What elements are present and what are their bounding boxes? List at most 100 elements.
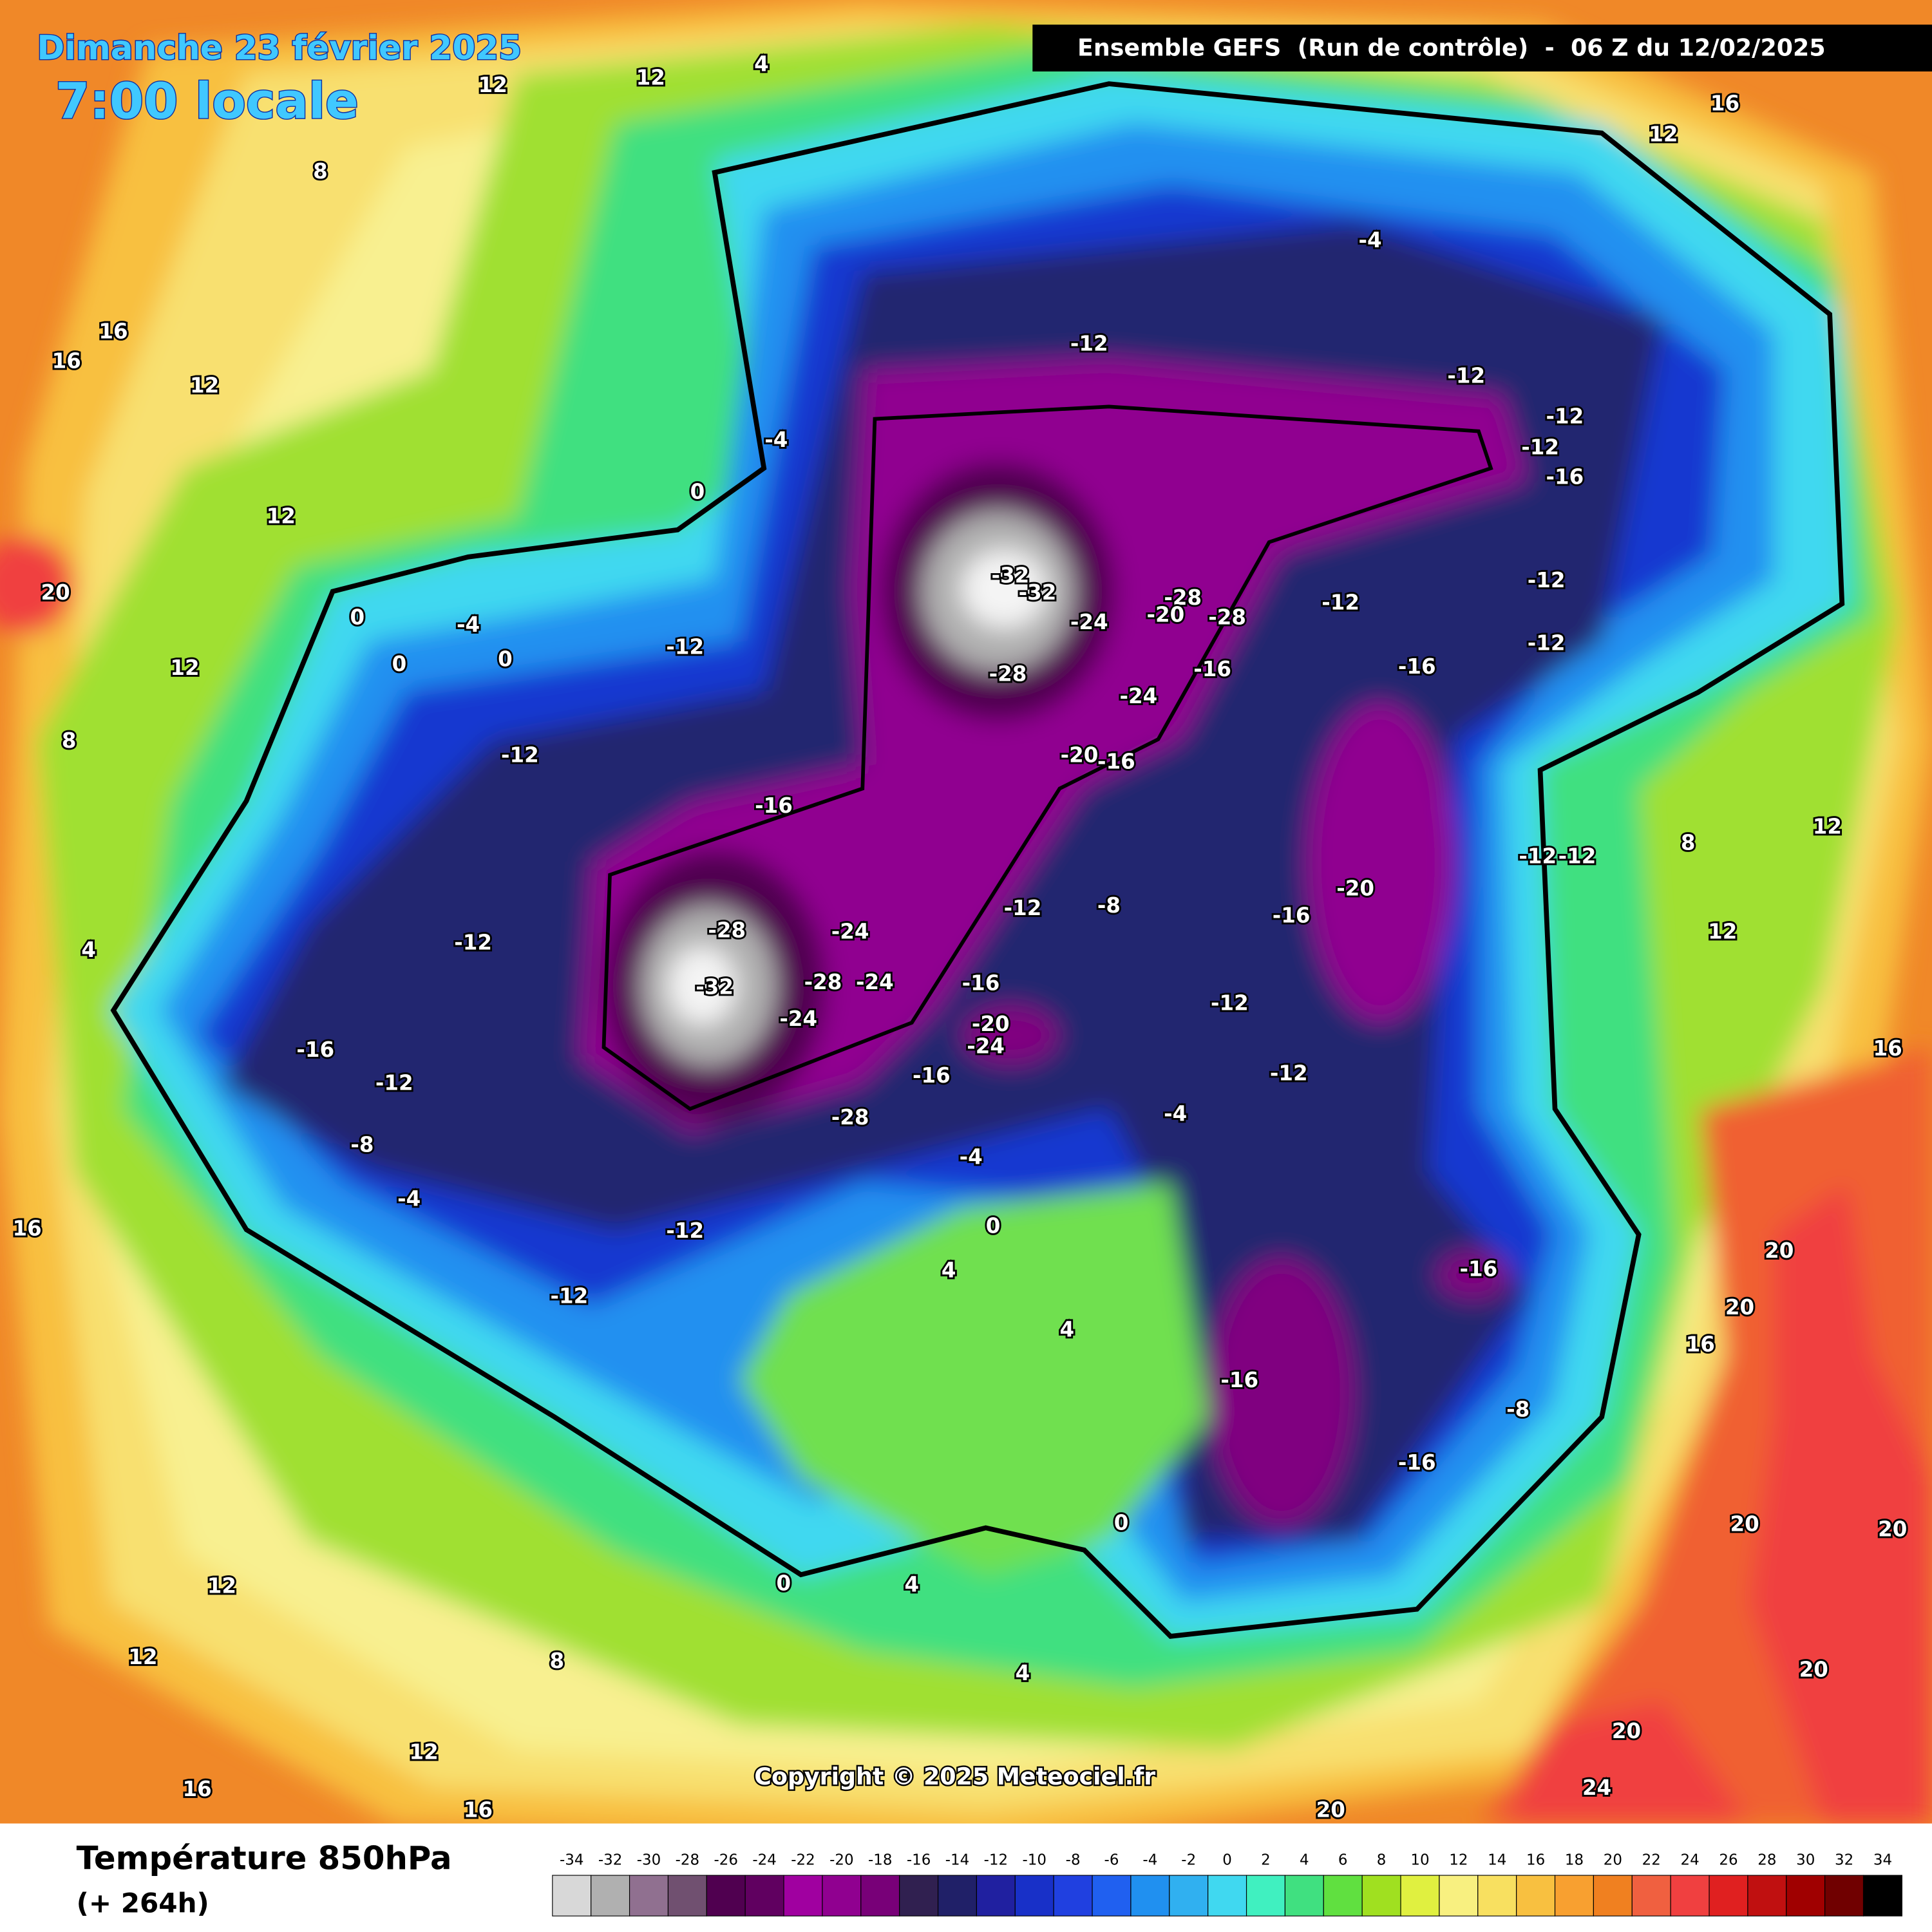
contour-label: 4: [1016, 1661, 1030, 1685]
colorbar-cell: [783, 1875, 823, 1917]
contour-label: -24: [1070, 610, 1108, 634]
contour-label: -24: [779, 1007, 817, 1031]
colorbar-cell: [1284, 1875, 1324, 1917]
contour-label: -4: [457, 612, 480, 637]
colorbar-label: 12: [1449, 1852, 1468, 1869]
colorbar-cell: [1439, 1875, 1479, 1917]
contour-label: -32: [1019, 580, 1057, 605]
colorbar-cell: [667, 1875, 707, 1917]
colorbar-label: -24: [752, 1852, 776, 1869]
contour-label: -12: [1521, 435, 1559, 459]
colorbar-cell: [1516, 1875, 1556, 1917]
colorbar-cell: [1400, 1875, 1440, 1917]
contour-label: -12: [501, 743, 539, 768]
colorbar-cell: [976, 1875, 1016, 1917]
contour-label: 4: [754, 52, 769, 76]
contour-label: -16: [755, 793, 793, 818]
colorbar-label: 22: [1642, 1852, 1661, 1869]
contour-label: -4: [1358, 228, 1381, 252]
colorbar-label: -2: [1181, 1852, 1196, 1869]
contour-label: -16: [1193, 657, 1231, 681]
contour-label: 16: [464, 1797, 493, 1822]
contour-label: -12: [1528, 568, 1566, 592]
colorbar-cell: [822, 1875, 862, 1917]
colorbar-cell: [1245, 1875, 1285, 1917]
contour-label: -16: [913, 1063, 951, 1088]
contour-labels: 20-12-4-12-32-32-24-28-28-20 -28-16-24-20…: [11, 50, 1909, 1824]
contour-label: -16: [1460, 1257, 1498, 1282]
contour-label: 16: [1686, 1332, 1715, 1356]
colorbar-cell: [1786, 1875, 1826, 1917]
contour-label: 12: [1708, 919, 1737, 943]
colorbar-label: 26: [1719, 1852, 1738, 1869]
contour-label: -12: [1519, 844, 1557, 869]
contour-label: 12: [207, 1573, 236, 1598]
colorbar-label: -10: [1023, 1852, 1046, 1869]
contour-label: 20: [1316, 1797, 1345, 1822]
contour-label: -4: [1164, 1102, 1187, 1126]
colorbar-cell: [1323, 1875, 1363, 1917]
colorbar-label: 32: [1835, 1852, 1853, 1869]
colorbar-cell: [1092, 1875, 1132, 1917]
legend-subtitle: (+ 264h): [77, 1887, 209, 1918]
contour-label: -12: [1004, 896, 1042, 920]
contour-label: 20: [1725, 1295, 1754, 1320]
colorbar-label: 18: [1565, 1852, 1584, 1869]
colorbar-cell: [591, 1875, 630, 1917]
contour-label: 4: [81, 938, 96, 962]
copyright: Copyright © 2025 Meteociel.fr: [754, 1763, 1155, 1790]
contour-label: -16: [1398, 654, 1436, 679]
colorbar-label: -18: [868, 1852, 892, 1869]
legend-title: Température 850hPa: [77, 1840, 452, 1877]
contour-label: -28: [1208, 605, 1246, 629]
contour-label: 8: [62, 728, 77, 753]
colorbar-cell: [1747, 1875, 1787, 1917]
contour-label: -4: [397, 1187, 421, 1211]
colorbar-label: -30: [637, 1852, 661, 1869]
colorbar-cell: [629, 1875, 669, 1917]
colorbar-label: -22: [791, 1852, 815, 1869]
colorbar-cell: [860, 1875, 900, 1917]
contour-label: -20: [1147, 603, 1185, 627]
contour-label: 0: [1114, 1511, 1129, 1535]
colorbar-label: -32: [598, 1852, 622, 1869]
contour-label: -8: [350, 1132, 374, 1157]
colorbar-label: 8: [1377, 1852, 1387, 1869]
contour-label: 12: [1649, 122, 1678, 146]
colorbar-label: -16: [907, 1852, 931, 1869]
contour-label: 16: [1873, 1036, 1902, 1061]
contour-label: -28: [989, 661, 1027, 686]
contour-label: 0: [498, 647, 513, 672]
contour-label: -24: [967, 1034, 1005, 1058]
colorbar-label: -20: [829, 1852, 853, 1869]
contour-label: -16: [1097, 749, 1135, 773]
colorbar-label: -28: [676, 1852, 699, 1869]
contour-label: -24: [1119, 684, 1157, 708]
colorbar-label: 16: [1526, 1852, 1545, 1869]
zero-isotherm: [110, 81, 1845, 1639]
run-info: Ensemble GEFS (Run de contrôle) - 06 Z d…: [1077, 34, 1826, 62]
contour-label: -4: [960, 1144, 983, 1169]
contour-label: -16: [1220, 1368, 1258, 1392]
contour-label: 16: [99, 319, 128, 344]
colorbar-cell: [1670, 1875, 1710, 1917]
colorbar-label: 14: [1488, 1852, 1506, 1869]
forecast-time: 7:00 locale: [55, 73, 359, 131]
contour-label: -20: [972, 1012, 1010, 1036]
colorbar-label: 30: [1796, 1852, 1815, 1869]
contour-label: -16: [296, 1037, 334, 1062]
contour-label: 16: [1710, 91, 1739, 116]
colorbar-cell: [1361, 1875, 1401, 1917]
contour-label: -28: [708, 918, 746, 942]
contour-label: -28: [831, 1105, 869, 1130]
contour-label: 12: [170, 656, 199, 680]
colorbar-label: 2: [1261, 1852, 1271, 1869]
contour-label: 16: [52, 349, 81, 374]
colorbar-cell: [1824, 1875, 1864, 1917]
contour-label: 24: [1582, 1776, 1611, 1800]
colorbar-cell: [552, 1875, 592, 1917]
contour-label: 0: [986, 1214, 1001, 1238]
contour-label: -12: [454, 931, 492, 955]
colorbar-label: -12: [984, 1852, 1008, 1869]
contour-label: -16: [1398, 1450, 1436, 1475]
